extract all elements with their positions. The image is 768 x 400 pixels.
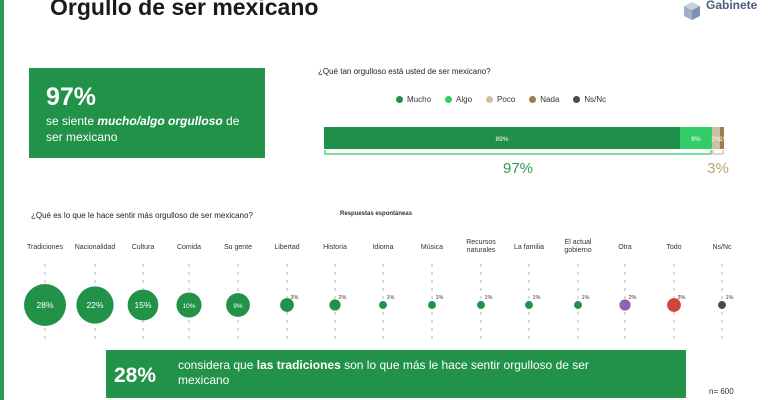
category-label-su-gente: Su gente bbox=[224, 244, 252, 251]
legend-item-mucho: Mucho bbox=[396, 95, 431, 104]
bubble-recursos-naturales bbox=[477, 301, 485, 309]
category-label-comida: Comida bbox=[177, 244, 201, 251]
callout-value: 28% bbox=[114, 364, 157, 387]
value-label-nacionalidad: 22% bbox=[86, 300, 103, 310]
category-label-el-actual-gobierno: El actual gobierno bbox=[564, 239, 591, 254]
group-bracket-1 bbox=[324, 150, 712, 155]
callout-text: considera que las tradiciones son lo que… bbox=[178, 358, 589, 387]
category-label-todo: Todo bbox=[666, 244, 681, 251]
category-label-libertad: Libertad bbox=[274, 244, 299, 251]
value-label-musica: 1% bbox=[436, 295, 444, 301]
value-label-historia: 2% bbox=[339, 295, 347, 301]
category-label-tradiciones: Tradiciones bbox=[27, 244, 63, 251]
bubble-tradiciones bbox=[24, 284, 66, 326]
legend-item-poco: Poco bbox=[486, 95, 515, 104]
stack-segment-mucho bbox=[324, 127, 680, 149]
category-label-cultura: Cultura bbox=[132, 244, 155, 251]
bubble-comida bbox=[176, 292, 202, 318]
category-label-historia: Historia bbox=[323, 244, 347, 251]
bubble-question: ¿Qué es lo que le hace sentir más orgull… bbox=[31, 211, 253, 220]
bubble-musica bbox=[428, 301, 436, 309]
value-label-cultura: 15% bbox=[134, 300, 151, 310]
legend-item-nsnc: Ns/Nc bbox=[573, 95, 606, 104]
value-label-libertad: 3% bbox=[291, 295, 299, 301]
bubble-todo bbox=[667, 298, 681, 312]
value-label-su-gente: 9% bbox=[233, 303, 243, 310]
category-label-otra: Otra bbox=[618, 244, 632, 251]
bubble-cultura bbox=[127, 289, 159, 321]
stacked-question: ¿Qué tan orgulloso está usted de ser mex… bbox=[318, 67, 491, 76]
bubble-el-actual-gobierno bbox=[574, 301, 582, 309]
bubble-su-gente bbox=[226, 293, 250, 317]
category-label-ns-nc: Ns/Nc bbox=[712, 244, 732, 251]
logo-name: Gabinete bbox=[706, 0, 758, 12]
bubble-historia bbox=[329, 299, 341, 311]
value-label-ns-nc: 1% bbox=[726, 295, 734, 301]
value-label-todo: 3% bbox=[678, 295, 686, 301]
bubble-idioma bbox=[379, 301, 387, 309]
bubble-ns-nc bbox=[718, 301, 726, 309]
stack-legend: Mucho Algo Poco Nada Ns/Nc bbox=[396, 95, 606, 104]
legend-item-nada: Nada bbox=[529, 95, 559, 104]
category-label-la-familia: La familia bbox=[514, 244, 544, 251]
value-label-la-familia: 1% bbox=[533, 295, 541, 301]
stack-label-mucho: 89% bbox=[495, 136, 508, 143]
group-total-2: 3% bbox=[707, 160, 729, 177]
value-label-comida: 10% bbox=[182, 303, 195, 310]
kpi-card: 97% se siente mucho/algo orgulloso de se… bbox=[29, 68, 265, 158]
category-label-recursos-naturales: Recursos naturales bbox=[466, 239, 496, 254]
callout-card: 28% considera que las tradiciones son lo… bbox=[106, 350, 686, 398]
legend-item-algo: Algo bbox=[445, 95, 472, 104]
category-label-idioma: Idioma bbox=[372, 244, 393, 251]
group-bracket-2 bbox=[712, 150, 724, 155]
value-label-el-actual-gobierno: 1% bbox=[582, 295, 590, 301]
stack-segment-nada bbox=[720, 127, 724, 149]
bubble-la-familia bbox=[525, 301, 533, 309]
stack-segment-algo bbox=[680, 127, 712, 149]
value-label-recursos-naturales: 1% bbox=[485, 295, 493, 301]
category-label-nacionalidad: Nacionalidad bbox=[75, 244, 116, 251]
value-label-tradiciones: 28% bbox=[36, 300, 53, 310]
category-label-musica: Música bbox=[421, 244, 443, 251]
bubble-libertad bbox=[280, 298, 294, 312]
bubble-otra bbox=[619, 299, 631, 311]
value-label-idioma: 1% bbox=[387, 295, 395, 301]
left-accent-rule bbox=[0, 0, 4, 400]
cube-logo-icon bbox=[684, 2, 700, 20]
stack-segment-poco bbox=[712, 127, 720, 149]
bubble-nacionalidad bbox=[76, 286, 114, 324]
spontaneous-note: Respuestas espontáneas bbox=[340, 211, 413, 217]
group-total-1: 97% bbox=[503, 160, 533, 177]
stack-label-nada: 1% bbox=[719, 136, 729, 143]
value-label-otra: 2% bbox=[629, 295, 637, 301]
kpi-text: se siente mucho/algo orgulloso de ser me… bbox=[46, 114, 240, 144]
stack-label-poco: 2% bbox=[711, 136, 721, 143]
kpi-value: 97% bbox=[46, 83, 97, 111]
stack-label-algo: 8% bbox=[691, 136, 701, 143]
sample-size: n= 600 bbox=[709, 387, 734, 396]
page-title: Orgullo de ser mexicano bbox=[50, 0, 319, 20]
